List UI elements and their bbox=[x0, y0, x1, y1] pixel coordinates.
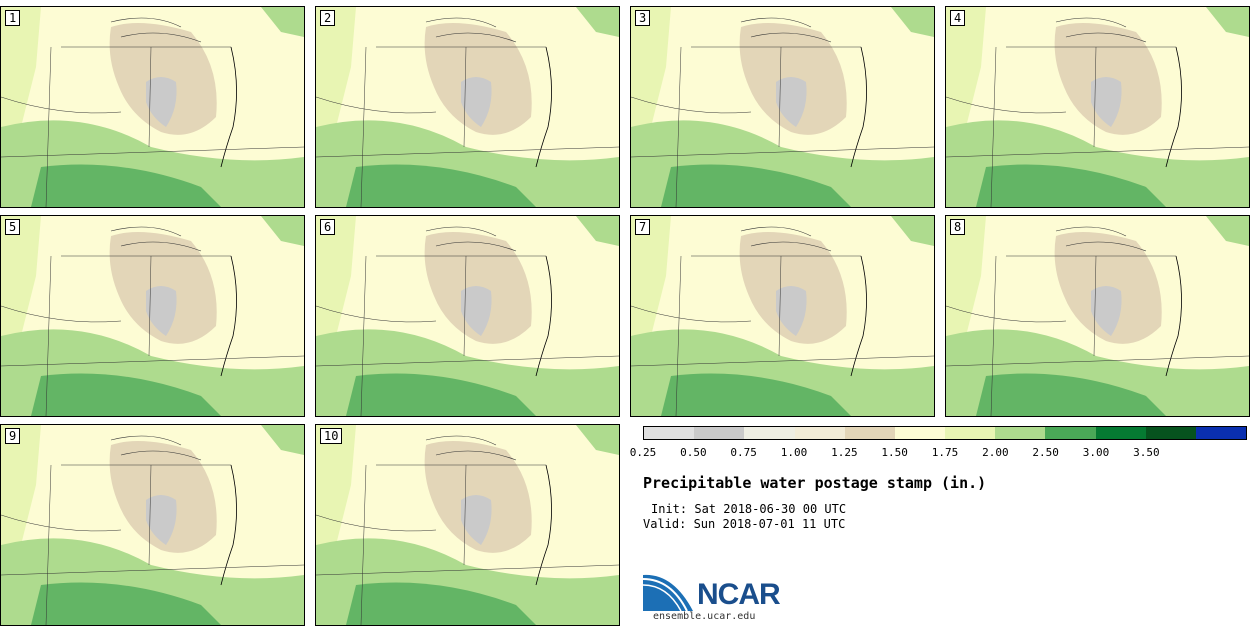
colorbar-tick-label: 0.25 bbox=[629, 446, 657, 459]
colorbar-tick-label: 1.50 bbox=[881, 446, 908, 459]
logo-text: NCAR bbox=[697, 578, 781, 611]
plot-title: Precipitable water postage stamp (in.) bbox=[643, 474, 987, 492]
colorbar-tick-label: 0.50 bbox=[680, 446, 707, 459]
panel-label: 5 bbox=[5, 219, 21, 235]
valid-time: Valid: Sun 2018-07-01 11 UTC bbox=[643, 517, 846, 531]
colorbar-segment bbox=[794, 427, 845, 439]
member-panel: 2 bbox=[315, 6, 620, 208]
map-field bbox=[631, 7, 934, 207]
colorbar bbox=[643, 426, 1247, 440]
map-field bbox=[1, 216, 304, 416]
colorbar-segment bbox=[1045, 427, 1096, 439]
ncar-logo-icon bbox=[643, 574, 693, 612]
site-url: ensemble.ucar.edu bbox=[653, 611, 756, 622]
colorbar-segment bbox=[694, 427, 745, 439]
map-field bbox=[1, 7, 304, 207]
colorbar-segment bbox=[844, 427, 895, 439]
member-panel: 4 bbox=[945, 6, 1250, 208]
map-field bbox=[946, 216, 1249, 416]
panel-label: 4 bbox=[950, 10, 966, 26]
colorbar-tick-label: 1.00 bbox=[780, 446, 808, 459]
panel-label: 10 bbox=[320, 428, 343, 444]
map-field bbox=[631, 216, 934, 416]
init-time: Init: Sat 2018-06-30 00 UTC bbox=[651, 502, 847, 516]
member-panel: 5 bbox=[0, 215, 305, 417]
colorbar-segment bbox=[894, 427, 946, 439]
panel-label: 7 bbox=[635, 219, 651, 235]
colorbar-segment bbox=[1195, 427, 1247, 439]
member-panel: 3 bbox=[630, 6, 935, 208]
colorbar-segment bbox=[1095, 427, 1146, 439]
map-field bbox=[316, 425, 619, 625]
colorbar-segment bbox=[744, 427, 795, 439]
member-panel: 1 bbox=[0, 6, 305, 208]
colorbar-segment bbox=[945, 427, 996, 439]
member-panel: 7 bbox=[630, 215, 935, 417]
colorbar-segment bbox=[995, 427, 1046, 439]
panel-label: 3 bbox=[635, 10, 651, 26]
colorbar-tick-label: 1.25 bbox=[831, 446, 858, 459]
colorbar-tick-label: 2.00 bbox=[982, 446, 1009, 459]
member-panel: 6 bbox=[315, 215, 620, 417]
colorbar-tick-label: 0.75 bbox=[730, 446, 757, 459]
member-panel: 10 bbox=[315, 424, 620, 626]
panel-label: 1 bbox=[5, 10, 21, 26]
map-field bbox=[1, 425, 304, 625]
colorbar-tick-label: 3.50 bbox=[1133, 446, 1160, 459]
map-field bbox=[316, 7, 619, 207]
panel-label: 2 bbox=[320, 10, 336, 26]
panel-label: 9 bbox=[5, 428, 21, 444]
colorbar-segment bbox=[1145, 427, 1196, 439]
colorbar-tick-label: 2.50 bbox=[1032, 446, 1059, 459]
colorbar-segment bbox=[644, 427, 695, 439]
panel-label: 8 bbox=[950, 219, 966, 235]
colorbar-tick-label: 3.00 bbox=[1082, 446, 1110, 459]
member-panel: 9 bbox=[0, 424, 305, 626]
member-panel: 8 bbox=[945, 215, 1250, 417]
colorbar-tick-label: 1.75 bbox=[931, 446, 959, 459]
map-field bbox=[946, 7, 1249, 207]
panel-label: 6 bbox=[320, 219, 336, 235]
map-field bbox=[316, 216, 619, 416]
